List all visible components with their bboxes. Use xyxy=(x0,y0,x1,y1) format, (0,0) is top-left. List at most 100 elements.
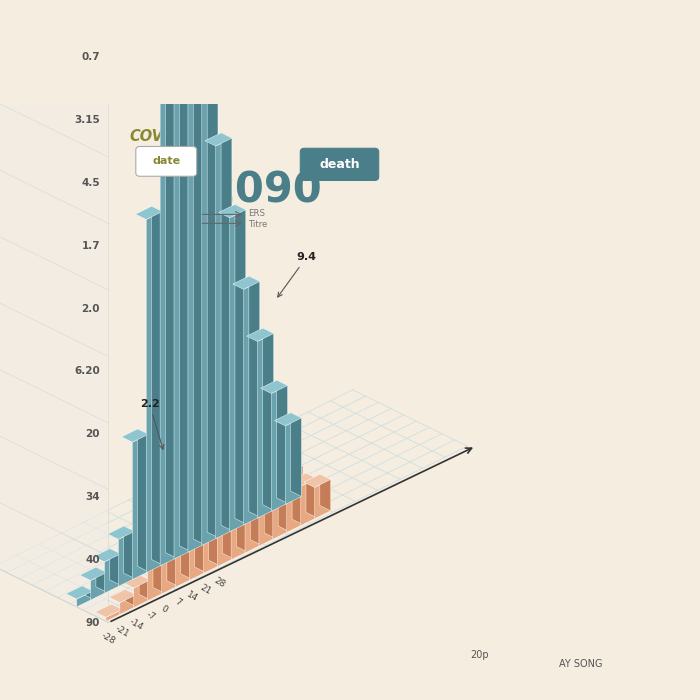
Polygon shape xyxy=(237,330,247,552)
Polygon shape xyxy=(193,246,219,260)
Polygon shape xyxy=(206,298,233,312)
Polygon shape xyxy=(320,474,330,511)
Polygon shape xyxy=(304,474,330,487)
Polygon shape xyxy=(221,133,232,531)
Text: 0.7: 0.7 xyxy=(81,52,100,62)
Polygon shape xyxy=(0,0,108,622)
Polygon shape xyxy=(146,211,162,573)
Polygon shape xyxy=(219,204,246,218)
Polygon shape xyxy=(274,412,302,426)
Text: 3.15: 3.15 xyxy=(74,115,100,125)
Polygon shape xyxy=(110,549,120,585)
Polygon shape xyxy=(217,304,233,566)
Polygon shape xyxy=(260,380,288,393)
Text: 21: 21 xyxy=(199,583,213,596)
Polygon shape xyxy=(181,377,192,579)
Polygon shape xyxy=(207,22,218,538)
Polygon shape xyxy=(178,293,206,305)
Polygon shape xyxy=(273,453,289,539)
Text: 90: 90 xyxy=(85,617,100,627)
Text: ERS
Titre: ERS Titre xyxy=(248,209,268,229)
Polygon shape xyxy=(139,575,150,600)
Polygon shape xyxy=(106,610,122,622)
Polygon shape xyxy=(179,0,190,551)
Polygon shape xyxy=(290,412,302,496)
Polygon shape xyxy=(94,549,120,562)
Polygon shape xyxy=(190,298,206,580)
Polygon shape xyxy=(249,276,260,517)
Polygon shape xyxy=(203,251,219,573)
Polygon shape xyxy=(259,421,275,546)
Polygon shape xyxy=(134,580,150,608)
Text: 4.5: 4.5 xyxy=(81,178,100,188)
Polygon shape xyxy=(135,206,162,220)
Polygon shape xyxy=(104,554,120,593)
Text: 2.2: 2.2 xyxy=(139,399,164,449)
Polygon shape xyxy=(167,502,178,586)
Polygon shape xyxy=(138,429,148,572)
Text: 20: 20 xyxy=(85,429,100,439)
Polygon shape xyxy=(286,418,302,505)
Polygon shape xyxy=(108,526,134,539)
Polygon shape xyxy=(137,556,164,569)
Polygon shape xyxy=(160,8,176,566)
Polygon shape xyxy=(287,466,303,533)
Polygon shape xyxy=(150,502,178,515)
Polygon shape xyxy=(246,328,274,342)
Polygon shape xyxy=(132,434,148,580)
Text: COVID-9: COVID-9 xyxy=(130,130,197,144)
Polygon shape xyxy=(96,567,106,592)
Polygon shape xyxy=(90,573,106,600)
Polygon shape xyxy=(123,575,150,588)
Polygon shape xyxy=(202,27,218,545)
Polygon shape xyxy=(125,589,136,606)
Polygon shape xyxy=(209,246,219,566)
Polygon shape xyxy=(164,377,192,391)
Polygon shape xyxy=(231,336,247,560)
Polygon shape xyxy=(153,556,164,593)
Polygon shape xyxy=(223,298,233,559)
Text: date: date xyxy=(152,156,181,167)
Polygon shape xyxy=(174,0,190,559)
Polygon shape xyxy=(235,204,246,524)
Polygon shape xyxy=(276,461,303,474)
Polygon shape xyxy=(122,429,148,442)
Polygon shape xyxy=(220,330,247,344)
Text: 20p: 20p xyxy=(470,650,489,660)
Polygon shape xyxy=(193,0,204,545)
Text: 34: 34 xyxy=(85,492,100,502)
Polygon shape xyxy=(120,595,136,615)
Polygon shape xyxy=(244,281,260,525)
Text: death: death xyxy=(319,158,360,171)
Polygon shape xyxy=(292,461,303,524)
Text: -28: -28 xyxy=(100,631,117,646)
Text: 6.20: 6.20 xyxy=(74,366,100,377)
Text: 2090: 2090 xyxy=(206,169,322,211)
FancyBboxPatch shape xyxy=(300,148,379,181)
Polygon shape xyxy=(258,333,274,518)
Text: 9.4: 9.4 xyxy=(278,252,316,297)
Polygon shape xyxy=(80,567,106,580)
Polygon shape xyxy=(162,508,178,594)
Text: 2.0: 2.0 xyxy=(82,304,100,314)
Polygon shape xyxy=(118,531,134,587)
Polygon shape xyxy=(232,276,260,289)
Polygon shape xyxy=(306,473,317,518)
Text: 0: 0 xyxy=(160,603,169,614)
Polygon shape xyxy=(176,383,192,587)
Text: AY SONG: AY SONG xyxy=(559,659,603,669)
Polygon shape xyxy=(95,604,122,617)
Polygon shape xyxy=(314,480,330,519)
Polygon shape xyxy=(66,586,93,599)
Polygon shape xyxy=(149,3,176,16)
Polygon shape xyxy=(188,0,204,552)
Text: 1.7: 1.7 xyxy=(81,241,100,251)
Polygon shape xyxy=(272,386,288,511)
Polygon shape xyxy=(265,415,275,538)
Polygon shape xyxy=(165,3,176,558)
Polygon shape xyxy=(248,415,275,428)
Text: -21: -21 xyxy=(114,624,131,639)
FancyBboxPatch shape xyxy=(136,146,197,176)
Text: -7: -7 xyxy=(144,610,156,623)
Polygon shape xyxy=(77,591,93,607)
